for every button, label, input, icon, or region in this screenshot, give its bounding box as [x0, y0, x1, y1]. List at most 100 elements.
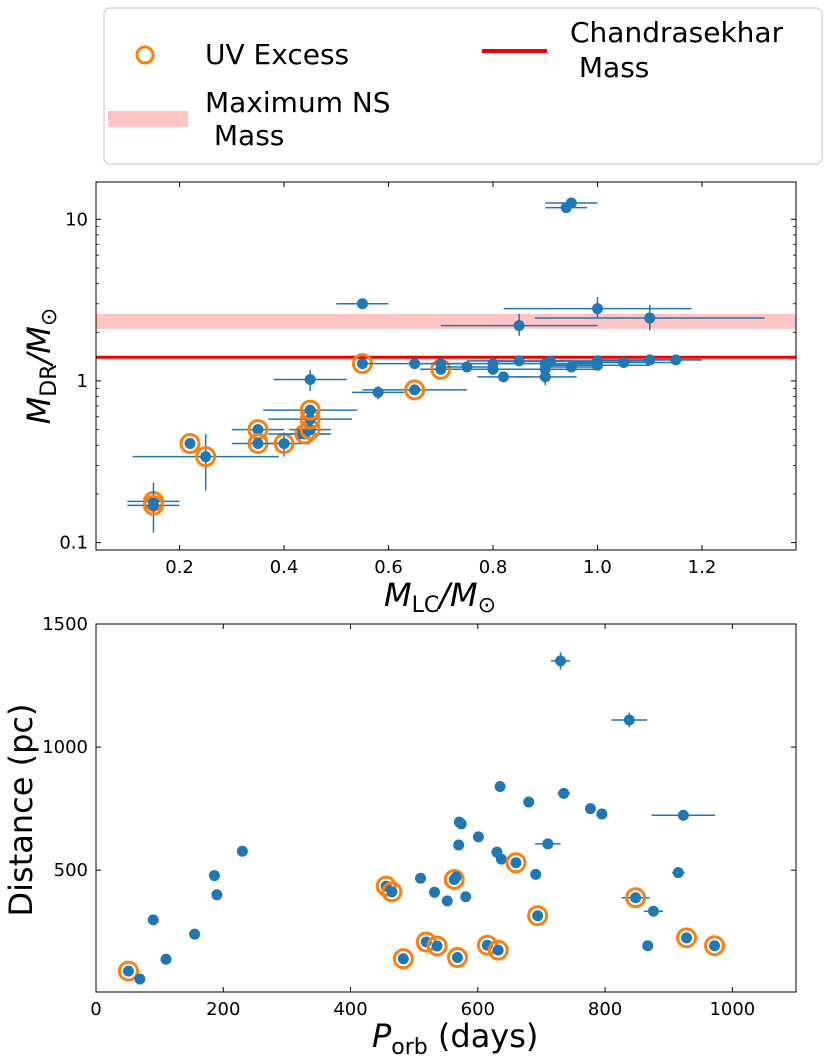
point-marker [236, 845, 248, 857]
point-marker [200, 451, 212, 463]
point-marker [532, 910, 544, 922]
point-marker [386, 886, 398, 898]
point-marker [513, 320, 525, 332]
data-point [440, 313, 598, 336]
data-point [460, 891, 472, 903]
data-point [381, 881, 403, 903]
point-marker [147, 499, 159, 511]
uv-excess-ring [676, 927, 698, 949]
data-point [336, 298, 389, 310]
uv-excess-ring [446, 947, 468, 969]
point-marker [415, 872, 427, 884]
point-marker [530, 868, 542, 880]
data-point [453, 839, 465, 851]
point-marker [558, 787, 570, 799]
uv-excess-ring [487, 939, 509, 961]
x-tick-label: 800 [588, 999, 622, 1020]
point-marker [122, 965, 134, 977]
data-point [545, 197, 598, 209]
data-point [392, 948, 414, 970]
data-point [211, 889, 223, 901]
point-marker [565, 197, 577, 209]
data-point [208, 870, 220, 882]
uv-excess-ring [392, 948, 414, 970]
data-point [263, 399, 358, 421]
uv-excess-ring [404, 379, 426, 401]
point-marker [429, 886, 441, 898]
legend-label-ns-mass-line1: Maximum NS [205, 86, 391, 119]
data-point [651, 809, 716, 821]
data-point [429, 886, 441, 898]
data-point [545, 361, 598, 373]
point-marker [510, 857, 522, 869]
data-point [426, 935, 448, 957]
mass-data-points [127, 197, 765, 533]
mass-plot-frame [95, 181, 797, 551]
point-marker [304, 404, 316, 416]
data-point [535, 838, 561, 850]
distance-axis-ticks: 0 200 400 600 800 1000 500 1000 1500 [42, 614, 796, 1020]
legend-label-ns-mass-line2: Mass [205, 119, 284, 152]
data-point [455, 818, 467, 830]
data-point [134, 973, 146, 985]
point-marker [278, 438, 290, 450]
point-marker [460, 891, 472, 903]
ns-mass-legend-icon [108, 111, 188, 127]
distance-y-axis-label: Distance (pc) [2, 704, 40, 917]
distance-x-axis-label: Porb (days) [301, 1017, 590, 1060]
uv-excess-ring [505, 852, 527, 874]
mass-axis-ticks: 0.2 0.4 0.6 0.8 1.0 1.2 0.1 1 10 [59, 182, 796, 578]
point-marker [356, 298, 368, 310]
uv-excess-ring [527, 905, 549, 927]
y-tick-label: 0.1 [59, 533, 88, 554]
data-point [557, 787, 571, 799]
data-point [530, 868, 542, 880]
data-point [179, 433, 201, 455]
y-tick-label: 1000 [42, 737, 88, 758]
data-point [676, 927, 698, 949]
data-point [596, 808, 608, 820]
y-tick-label: 500 [54, 860, 88, 881]
data-point [147, 914, 159, 926]
point-marker [591, 359, 603, 371]
mass-y-axis-label: MDR/M⊙ [20, 308, 62, 425]
point-marker [184, 438, 196, 450]
data-point [441, 895, 453, 907]
data-point [621, 887, 650, 909]
x-tick-label: 600 [461, 999, 495, 1020]
y-tick-label: 1500 [42, 614, 88, 635]
max-ns-mass-band [96, 313, 796, 329]
mass-comparison-panel: 0.2 0.4 0.6 0.8 1.0 1.2 0.1 1 10 MLC/M⊙ MDR/M⊙ [20, 181, 797, 618]
uv-excess-ring [375, 875, 397, 897]
data-point [415, 872, 427, 884]
legend-frame [103, 7, 823, 165]
data-point [523, 796, 535, 808]
data-point [671, 867, 685, 879]
point-marker [584, 803, 596, 815]
x-tick-label: 1.0 [583, 557, 612, 578]
point-marker [252, 424, 264, 436]
point-marker [431, 940, 443, 952]
point-marker [642, 940, 654, 952]
point-marker [451, 952, 463, 964]
x-tick-label: 0 [90, 999, 101, 1020]
legend-label-chandrasekhar-line1: Chandrasekhar [570, 16, 784, 49]
data-point [450, 871, 462, 883]
data-point [362, 379, 467, 401]
legend: UV Excess Chandrasekhar Mass Maximum NS … [103, 7, 823, 165]
point-marker [670, 354, 682, 366]
data-point [704, 935, 726, 957]
x-tick-label: 200 [206, 999, 240, 1020]
data-point [351, 386, 405, 400]
point-marker [397, 953, 409, 965]
point-marker [709, 940, 721, 952]
point-marker [555, 655, 567, 667]
point-marker [623, 714, 635, 726]
data-point [132, 433, 279, 491]
point-marker [523, 796, 535, 808]
point-marker [591, 303, 603, 315]
distance-plot-frame [95, 623, 797, 993]
uv-excess-ring [625, 887, 647, 909]
point-marker [497, 371, 509, 383]
